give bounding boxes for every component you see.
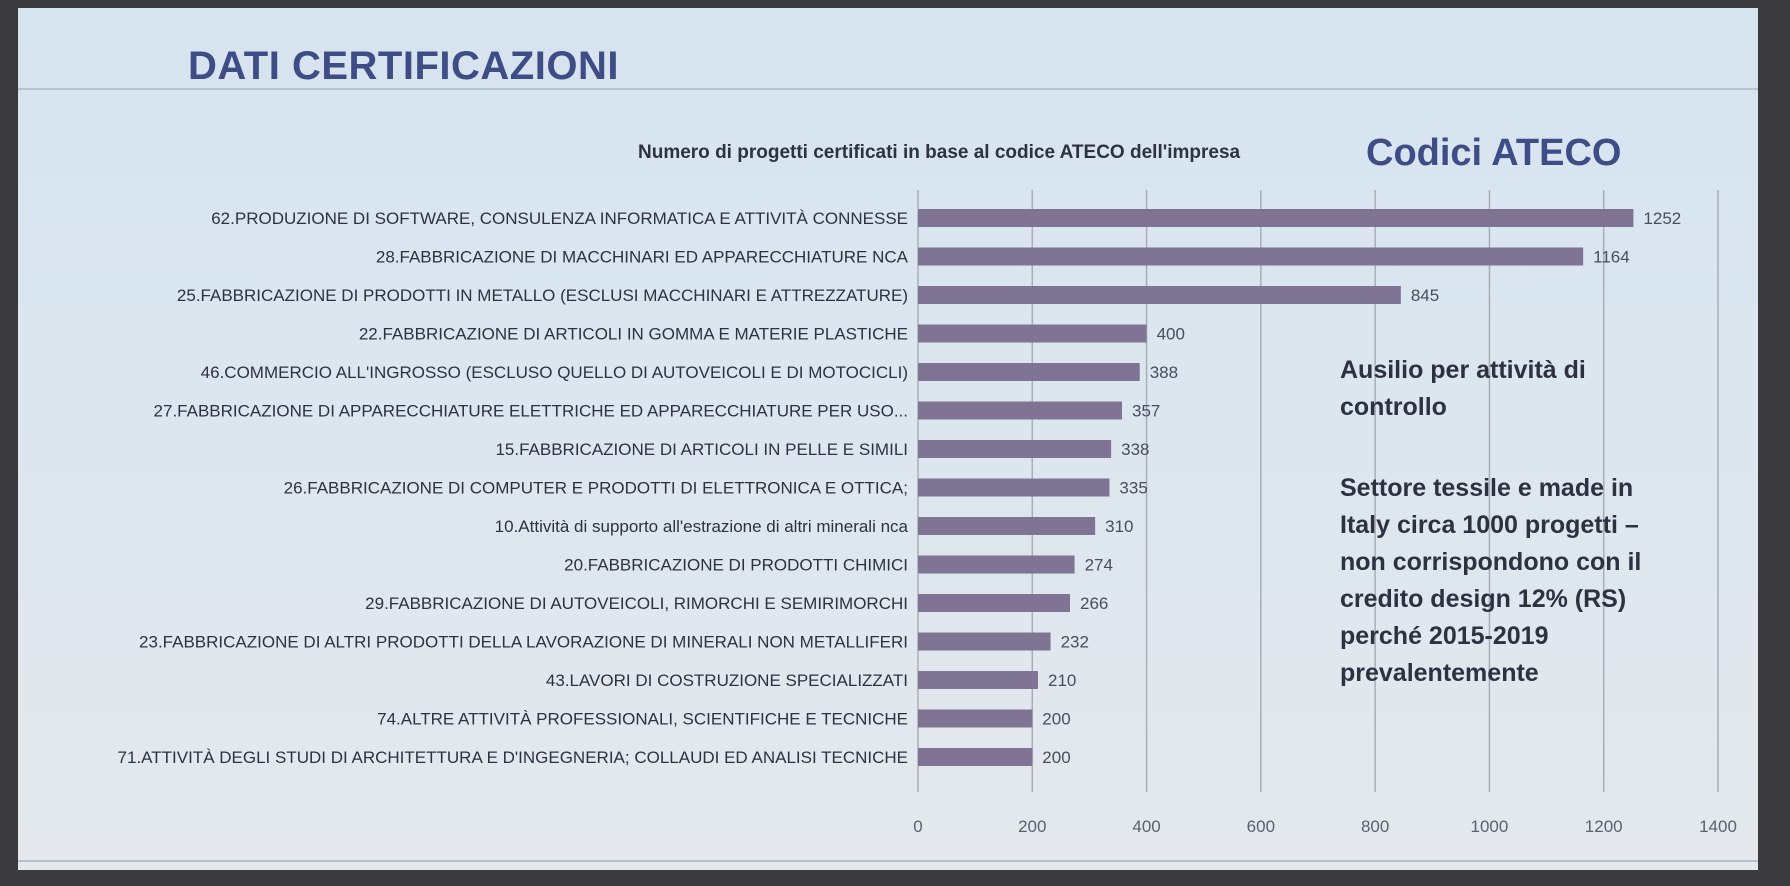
title-divider bbox=[18, 88, 1758, 90]
data-label: 400 bbox=[1157, 325, 1185, 344]
data-label: 200 bbox=[1042, 748, 1070, 767]
category-label: 20.FABBRICAZIONE DI PRODOTTI CHIMICI bbox=[564, 556, 908, 575]
x-tick-label: 600 bbox=[1247, 817, 1275, 836]
bar bbox=[918, 247, 1584, 266]
category-label: 74.ALTRE ATTIVITÀ PROFESSIONALI, SCIENTI… bbox=[377, 710, 908, 729]
bar bbox=[918, 478, 1110, 497]
corner-label: Codici ATECO bbox=[1366, 132, 1622, 174]
data-label: 335 bbox=[1119, 479, 1147, 498]
data-label: 388 bbox=[1150, 363, 1178, 382]
bar bbox=[918, 440, 1112, 458]
data-label: 845 bbox=[1411, 286, 1439, 305]
bar bbox=[918, 401, 1122, 420]
data-label: 310 bbox=[1105, 517, 1133, 536]
x-tick-label: 800 bbox=[1361, 817, 1389, 836]
side-note-control: Ausilio per attività di controllo bbox=[1340, 356, 1586, 421]
x-tick-label: 400 bbox=[1132, 817, 1160, 836]
category-label: 46.COMMERCIO ALL'INGROSSO (ESCLUSO QUELL… bbox=[201, 363, 908, 382]
x-tick-label: 200 bbox=[1018, 817, 1046, 836]
category-label: 15.FABBRICAZIONE DI ARTICOLI IN PELLE E … bbox=[495, 440, 908, 459]
bar bbox=[918, 748, 1033, 766]
slide-title: DATI CERTIFICAZIONI bbox=[188, 44, 619, 88]
category-label: 23.FABBRICAZIONE DI ALTRI PRODOTTI DELLA… bbox=[139, 633, 908, 652]
category-label: 62.PRODUZIONE DI SOFTWARE, CONSULENZA IN… bbox=[211, 209, 908, 228]
category-label: 28.FABBRICAZIONE DI MACCHINARI ED APPARE… bbox=[376, 248, 909, 267]
x-tick-label: 1000 bbox=[1471, 817, 1509, 836]
bar bbox=[918, 286, 1401, 304]
bar bbox=[918, 555, 1075, 574]
bar bbox=[918, 632, 1051, 651]
presentation-slide: DATI CERTIFICAZIONI Numero di progetti c… bbox=[18, 8, 1758, 870]
bar bbox=[918, 671, 1038, 689]
bar bbox=[918, 594, 1070, 612]
data-label: 1164 bbox=[1593, 248, 1630, 267]
side-note-textile: Settore tessile e made in Italy circa 10… bbox=[1340, 474, 1642, 687]
category-label: 10.Attività di supporto all'estrazione d… bbox=[495, 517, 909, 536]
data-label: 357 bbox=[1132, 402, 1160, 421]
bottom-divider bbox=[18, 860, 1758, 862]
x-tick-label: 1400 bbox=[1699, 817, 1737, 836]
data-label: 274 bbox=[1085, 556, 1113, 575]
category-label: 27.FABBRICAZIONE DI APPARECCHIATURE ELET… bbox=[154, 402, 908, 421]
bar bbox=[918, 363, 1140, 381]
chart-title: Numero di progetti certificati in base a… bbox=[638, 142, 1241, 163]
data-label: 210 bbox=[1048, 671, 1076, 690]
category-label: 25.FABBRICAZIONE DI PRODOTTI IN METALLO … bbox=[177, 286, 908, 305]
data-label: 266 bbox=[1080, 594, 1108, 613]
data-label: 232 bbox=[1061, 633, 1089, 652]
category-label: 26.FABBRICAZIONE DI COMPUTER E PRODOTTI … bbox=[284, 479, 908, 498]
x-tick-label: 0 bbox=[913, 817, 922, 836]
data-label: 200 bbox=[1042, 710, 1070, 729]
bar bbox=[918, 709, 1033, 728]
bar bbox=[918, 517, 1096, 535]
data-label: 338 bbox=[1121, 440, 1149, 459]
category-label: 71.ATTIVITÀ DEGLI STUDI DI ARCHITETTURA … bbox=[118, 748, 908, 767]
bar-chart: 0 200 400 600 800 1000 1200 1400 62.PRODUZIONE D… bbox=[118, 190, 1737, 836]
bar bbox=[918, 209, 1634, 227]
x-tick-label: 1200 bbox=[1585, 817, 1623, 836]
data-label: 1252 bbox=[1643, 209, 1681, 228]
category-label: 29.FABBRICAZIONE DI AUTOVEICOLI, RIMORCH… bbox=[365, 594, 908, 613]
bar bbox=[918, 324, 1147, 343]
category-label: 22.FABBRICAZIONE DI ARTICOLI IN GOMMA E … bbox=[359, 325, 908, 344]
category-label: 43.LAVORI DI COSTRUZIONE SPECIALIZZATI bbox=[546, 671, 908, 690]
